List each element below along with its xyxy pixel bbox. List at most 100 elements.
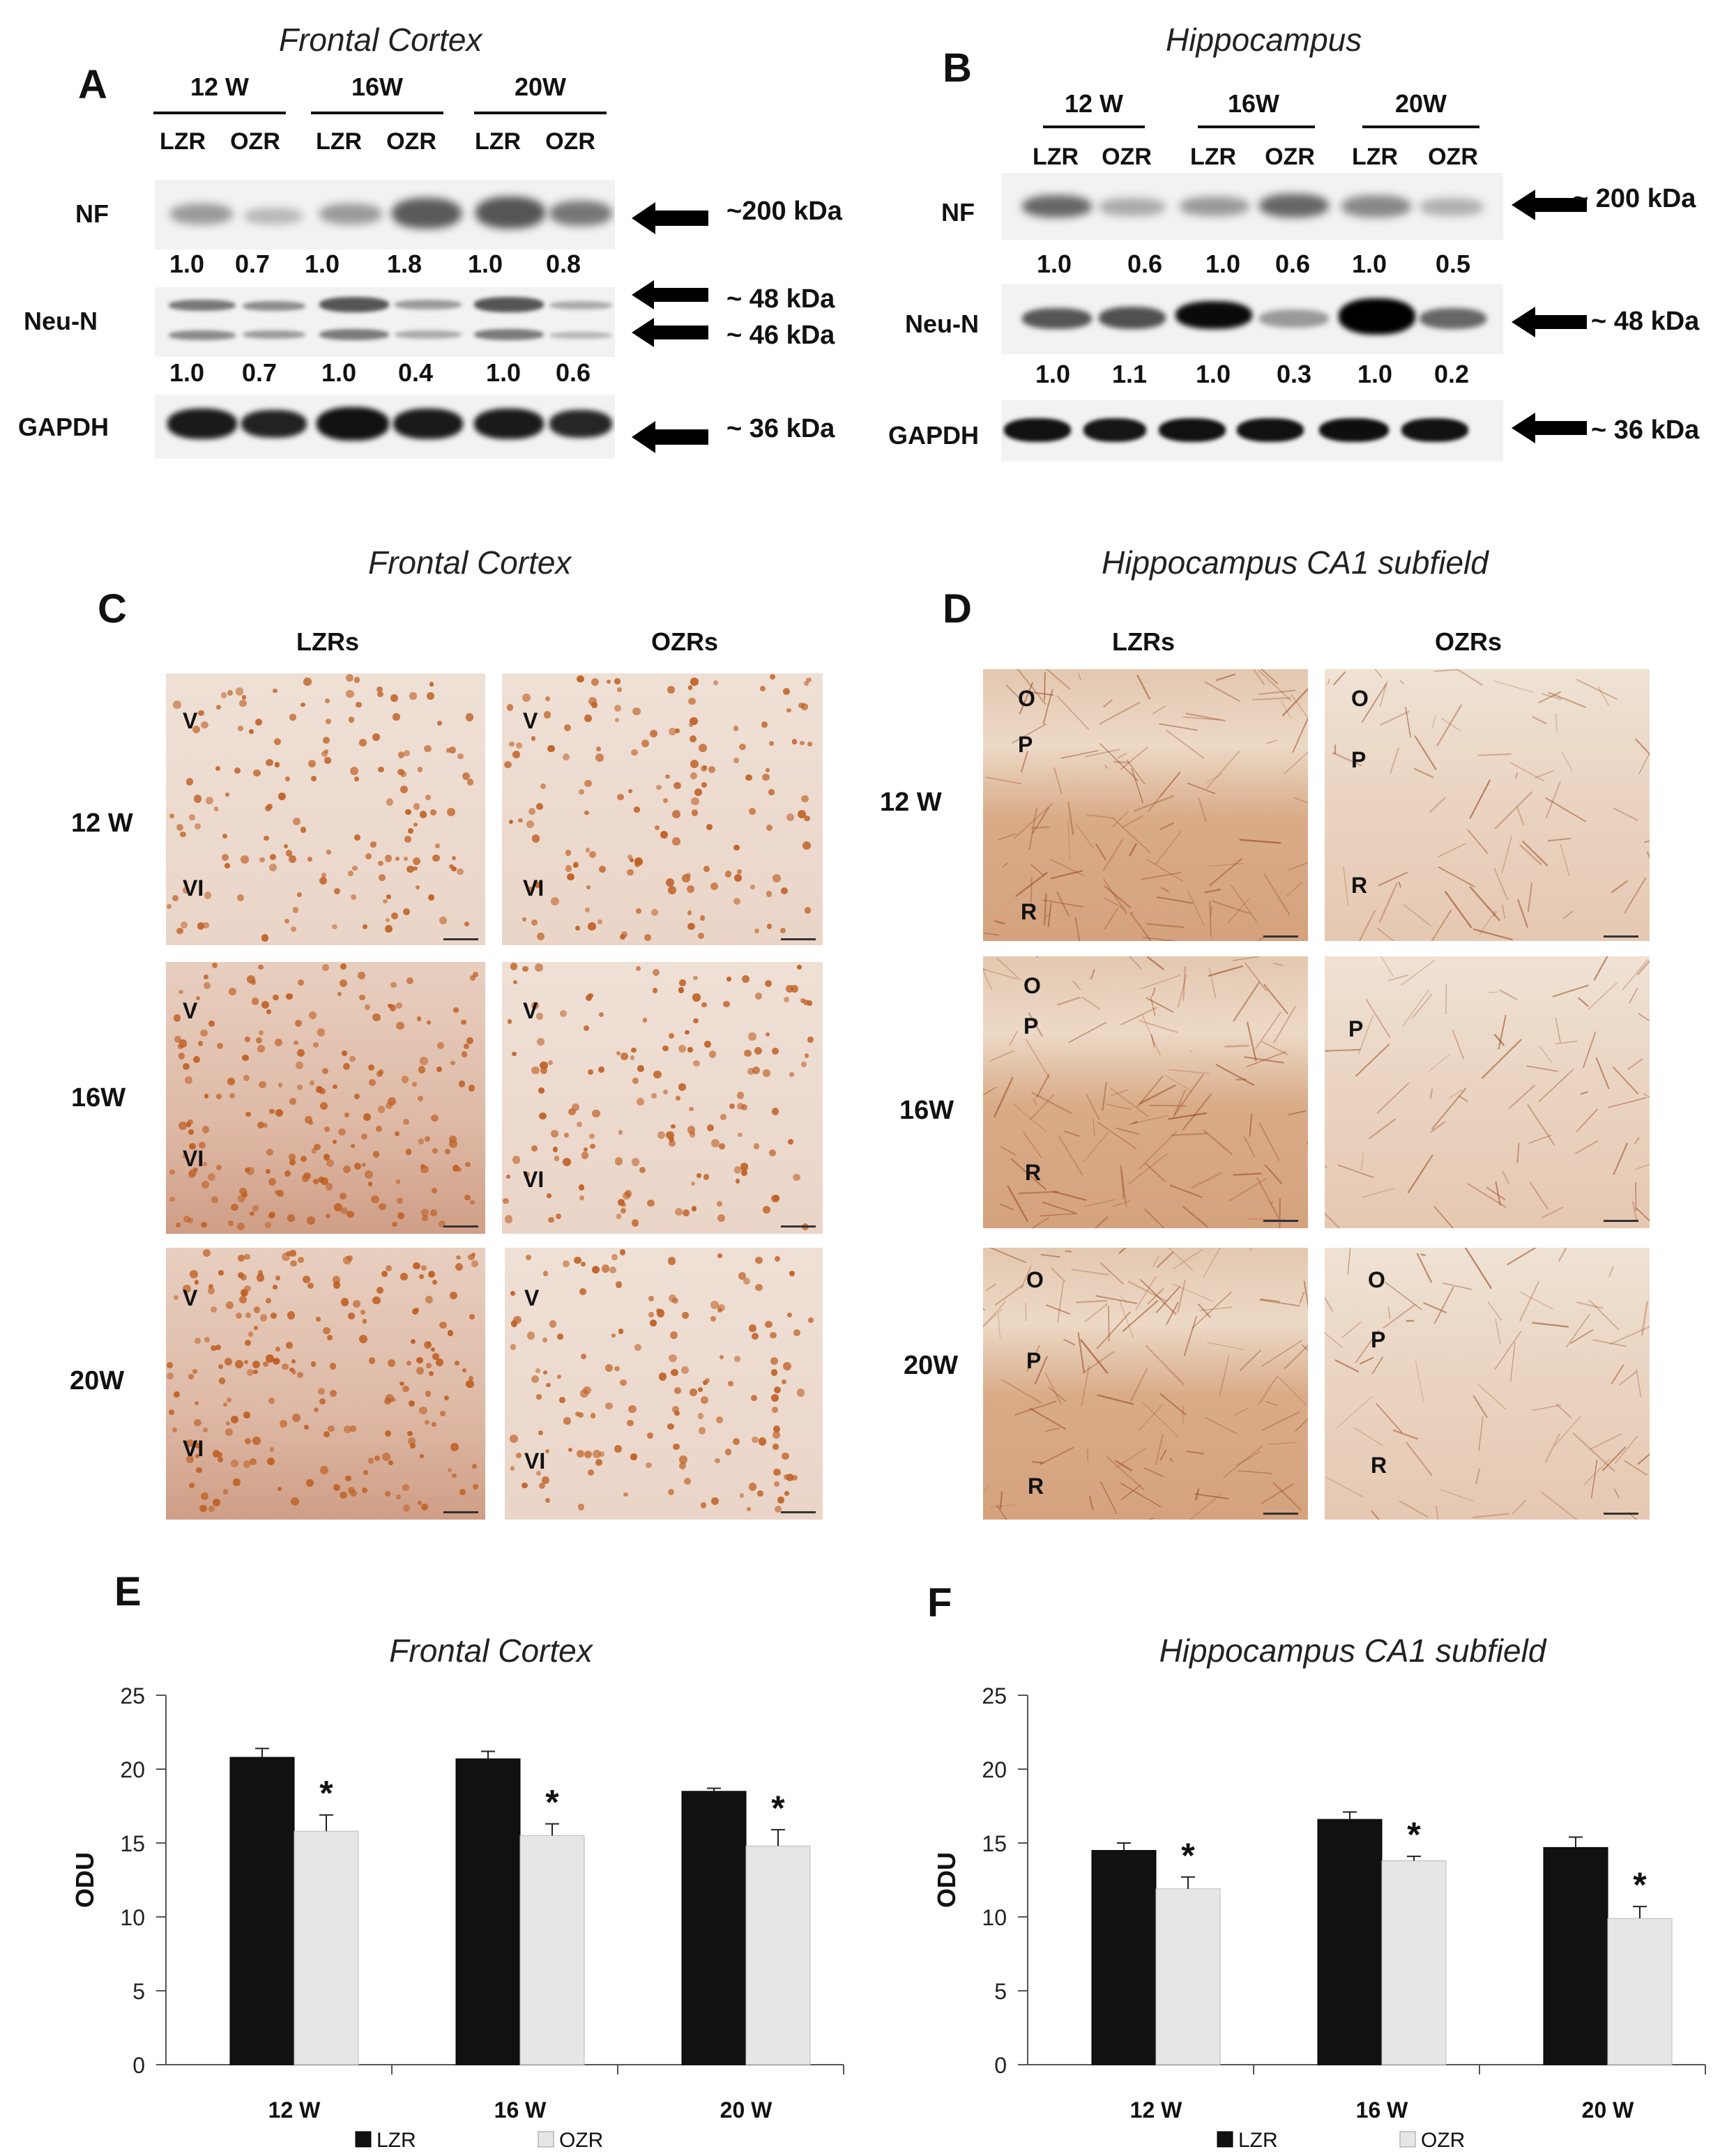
row-label: 12 W: [71, 809, 133, 838]
scale-bar: [443, 1511, 478, 1513]
kda-marker: ~ 48 kDa: [726, 284, 835, 314]
legend-swatch-ozr: [1399, 2131, 1416, 2148]
gapdh-blot: [1001, 400, 1503, 461]
kda-marker: ~200 kDa: [726, 197, 842, 226]
micrograph-cortex-lzr-16w: [166, 962, 485, 1234]
layer-label: VI: [523, 1167, 545, 1192]
neun-blot: [1001, 284, 1503, 354]
week-underline: [1198, 125, 1315, 128]
panel-c-title: Frontal Cortex: [368, 544, 572, 581]
ratio: 0.5: [1435, 250, 1471, 278]
ratio: 0.6: [555, 358, 591, 387]
y-tick-label: 15: [982, 1831, 1007, 1856]
legend-swatch-ozr: [538, 2131, 554, 2148]
layer-label: V: [183, 998, 198, 1023]
ratio: 1.0: [485, 358, 522, 387]
layer-label: R: [1371, 1453, 1387, 1478]
arrow-icon: [1512, 413, 1587, 443]
ratio: 0.2: [1433, 360, 1470, 388]
panel-a-title: Frontal Cortex: [279, 22, 482, 58]
gapdh-blot: [155, 395, 615, 459]
column-label: LZRs: [1112, 627, 1175, 656]
legend-label: LZR: [1238, 2129, 1278, 2152]
ratio: 0.7: [234, 250, 271, 278]
week-label: 12 W: [1064, 89, 1124, 118]
lane-label: OZR: [1265, 144, 1315, 170]
micrograph-ca1-ozr-20w: [1325, 1248, 1650, 1520]
y-tick-label: 20: [982, 1757, 1007, 1782]
week-underline: [153, 112, 286, 114]
lane-label: OZR: [1102, 144, 1152, 170]
ratio: 1.0: [467, 250, 503, 278]
bar-lzr: [1543, 1847, 1608, 2065]
layer-label: P: [1351, 747, 1367, 772]
column-label: OZRs: [650, 627, 718, 656]
ratio: 0.3: [1276, 360, 1312, 388]
week-label: 12 W: [190, 72, 250, 101]
y-tick-label: 25: [982, 1683, 1007, 1708]
significance-asterisk: *: [771, 1789, 785, 1828]
week-label: 16W: [1227, 89, 1280, 118]
bar-ozr: [745, 1845, 811, 2065]
week-label: 20W: [1394, 89, 1447, 118]
lane-label: OZR: [230, 128, 280, 155]
ratio: 1.0: [1036, 250, 1072, 278]
blot-row-label: Neu-N: [24, 307, 98, 335]
panel-d-title: Hippocampus CA1 subfield: [1102, 544, 1489, 581]
kda-marker: ~ 46 kDa: [726, 321, 835, 350]
legend-swatch-lzr: [355, 2131, 372, 2148]
layer-label: O: [1018, 686, 1035, 711]
arrow-icon: [632, 421, 708, 453]
micrograph-cortex-ozr-16w: [502, 962, 823, 1234]
y-tick-label: 20: [120, 1757, 145, 1782]
ratio: 0.4: [397, 358, 434, 387]
significance-asterisk: *: [319, 1774, 333, 1813]
bar-lzr: [1091, 1850, 1157, 2065]
micrograph-cortex-lzr-20w: [166, 1248, 485, 1520]
scale-bar: [443, 1225, 478, 1228]
layer-label: O: [1351, 686, 1369, 711]
column-label: LZRs: [296, 627, 359, 656]
micrograph-ca1-ozr-12w: [1325, 669, 1650, 941]
layer-label: P: [1023, 1014, 1039, 1039]
layer-label: R: [1351, 873, 1368, 898]
micrograph-ca1-ozr-16w: [1325, 956, 1650, 1228]
micrograph-ca1-lzr-12w: [983, 669, 1308, 941]
layer-label: P: [1348, 1016, 1364, 1041]
ratio: 1.0: [1205, 250, 1241, 278]
panel-e-letter: E: [114, 1569, 142, 1614]
y-tick-label: 0: [994, 2053, 1007, 2078]
lane-label: LZR: [1189, 144, 1237, 170]
row-label: 12 W: [880, 788, 942, 817]
blot-row-label: NF: [75, 199, 109, 228]
chart-title: Hippocampus CA1 subfield: [1159, 1633, 1547, 1669]
scale-bar: [1263, 1513, 1298, 1515]
week-underline: [311, 112, 443, 114]
ratio: 1.1: [1111, 360, 1148, 388]
nf-blot: [155, 180, 615, 250]
legend-swatch-lzr: [1217, 2131, 1233, 2148]
layer-label: V: [523, 998, 538, 1023]
ratio: 0.7: [241, 358, 277, 387]
micrograph-cortex-ozr-20w: [505, 1248, 823, 1520]
ratio: 1.0: [1351, 250, 1387, 278]
ratio: 1.8: [386, 250, 423, 278]
bar-chart-hippocampus-ca1: Hippocampus CA1 subfield 0 5 10 15 20 25 ODU * 12…: [932, 1633, 1706, 2152]
scale-bar: [781, 1225, 816, 1228]
lane-label: LZR: [315, 128, 363, 155]
layer-label: V: [183, 708, 198, 733]
neun-blot: [155, 287, 615, 357]
lane-label: LZR: [159, 128, 206, 155]
row-label: 16W: [899, 1096, 954, 1125]
ratio: 1.0: [169, 250, 205, 278]
bar-ozr: [1155, 1888, 1221, 2065]
layer-label: VI: [183, 876, 204, 901]
bar-lzr: [455, 1758, 521, 2065]
layer-label: V: [523, 708, 538, 733]
panel-f-letter: F: [927, 1580, 952, 1626]
bar-ozr: [1381, 1860, 1447, 2065]
lane-label: LZR: [1032, 144, 1079, 170]
layer-label: R: [1025, 1160, 1042, 1185]
lane-label: LZR: [1351, 144, 1399, 170]
ratio: 1.0: [1195, 360, 1231, 388]
